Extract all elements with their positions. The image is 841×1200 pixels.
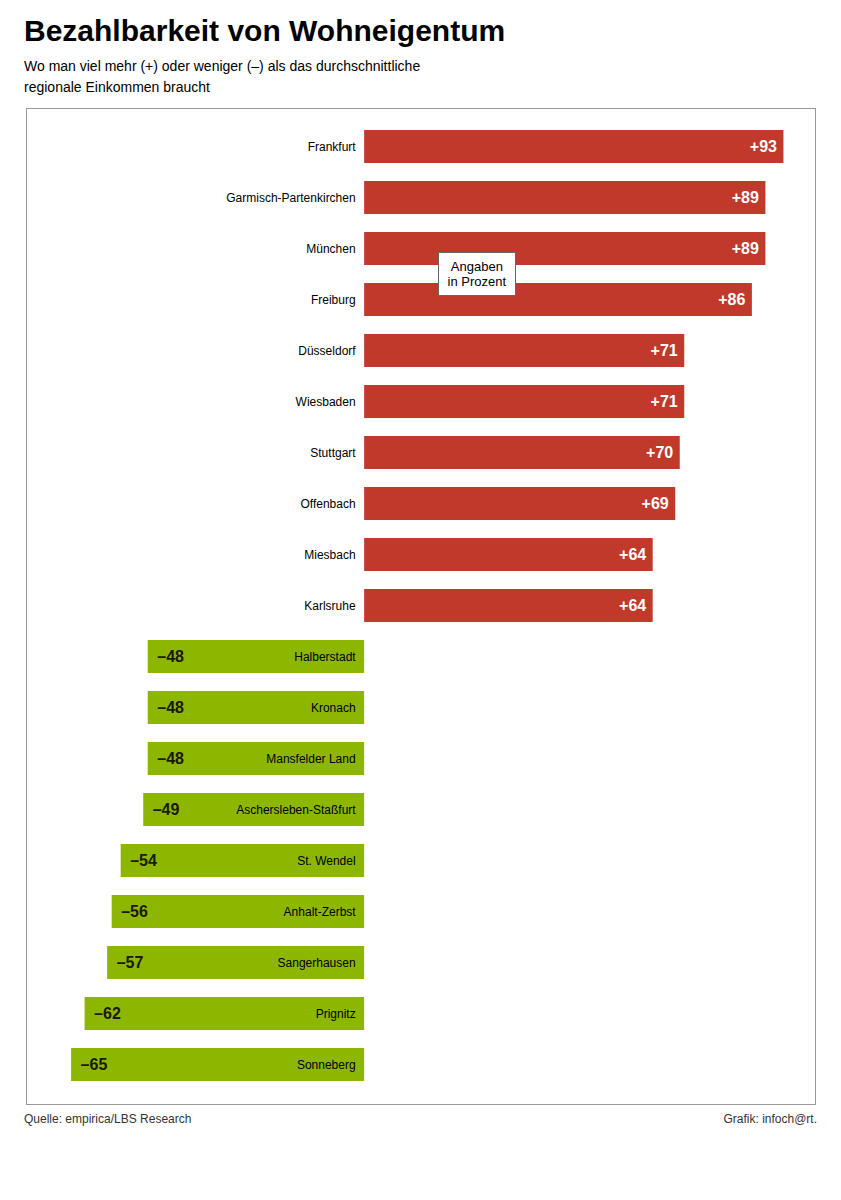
svg-text:+69: +69 [642, 495, 669, 512]
svg-text:Sangerhausen: Sangerhausen [278, 956, 356, 970]
svg-text:+64: +64 [619, 597, 646, 614]
svg-text:Düsseldorf: Düsseldorf [298, 344, 356, 358]
svg-text:–48: –48 [157, 750, 184, 767]
svg-text:–65: –65 [81, 1056, 108, 1073]
svg-text:Anhalt-Zerbst: Anhalt-Zerbst [284, 905, 357, 919]
svg-text:Prignitz: Prignitz [316, 1007, 356, 1021]
svg-text:+70: +70 [646, 444, 673, 461]
svg-text:München: München [306, 242, 355, 256]
svg-text:Miesbach: Miesbach [304, 548, 355, 562]
svg-text:Offenbach: Offenbach [300, 497, 355, 511]
svg-text:Wiesbaden: Wiesbaden [296, 395, 356, 409]
svg-text:+71: +71 [651, 393, 678, 410]
svg-text:Mansfelder Land: Mansfelder Land [266, 752, 355, 766]
svg-text:+71: +71 [651, 342, 678, 359]
svg-text:–56: –56 [121, 903, 148, 920]
svg-text:Frankfurt: Frankfurt [308, 140, 357, 154]
html-text:Quelle: empirica/LBS Research: Quelle: empirica/LBS Research [24, 1112, 192, 1126]
svg-text:+89: +89 [732, 240, 759, 257]
html-text:Angaben in Prozent: Angaben in Prozent [447, 259, 507, 289]
html-text:Bezahlbarkeit von Wohneigentum: Bezahlbarkeit von Wohneigentum [24, 14, 506, 47]
svg-text:Karlsruhe: Karlsruhe [304, 599, 356, 613]
svg-text:Garmisch-Partenkirchen: Garmisch-Partenkirchen [226, 191, 355, 205]
svg-text:Aschersleben-Staßfurt: Aschersleben-Staßfurt [236, 803, 356, 817]
svg-text:–49: –49 [153, 801, 180, 818]
svg-text:–57: –57 [117, 954, 144, 971]
svg-text:–62: –62 [94, 1005, 121, 1022]
svg-text:Stuttgart: Stuttgart [310, 446, 356, 460]
svg-text:–48: –48 [157, 699, 184, 716]
svg-text:+89: +89 [732, 189, 759, 206]
svg-text:St. Wendel: St. Wendel [297, 854, 355, 868]
svg-text:–48: –48 [157, 648, 184, 665]
svg-text:Freiburg: Freiburg [311, 293, 356, 307]
html-text:Wo man viel mehr (+) oder weni: Wo man viel mehr (+) oder weniger (–) al… [24, 58, 421, 95]
svg-text:–54: –54 [130, 852, 157, 869]
svg-text:+86: +86 [718, 291, 745, 308]
html-text:Grafik: infoch@rt.: Grafik: infoch@rt. [723, 1112, 817, 1126]
svg-text:Kronach: Kronach [311, 701, 356, 715]
svg-text:Sonneberg: Sonneberg [297, 1058, 356, 1072]
svg-text:Halberstadt: Halberstadt [294, 650, 356, 664]
svg-text:+93: +93 [750, 138, 777, 155]
svg-text:+64: +64 [619, 546, 646, 563]
